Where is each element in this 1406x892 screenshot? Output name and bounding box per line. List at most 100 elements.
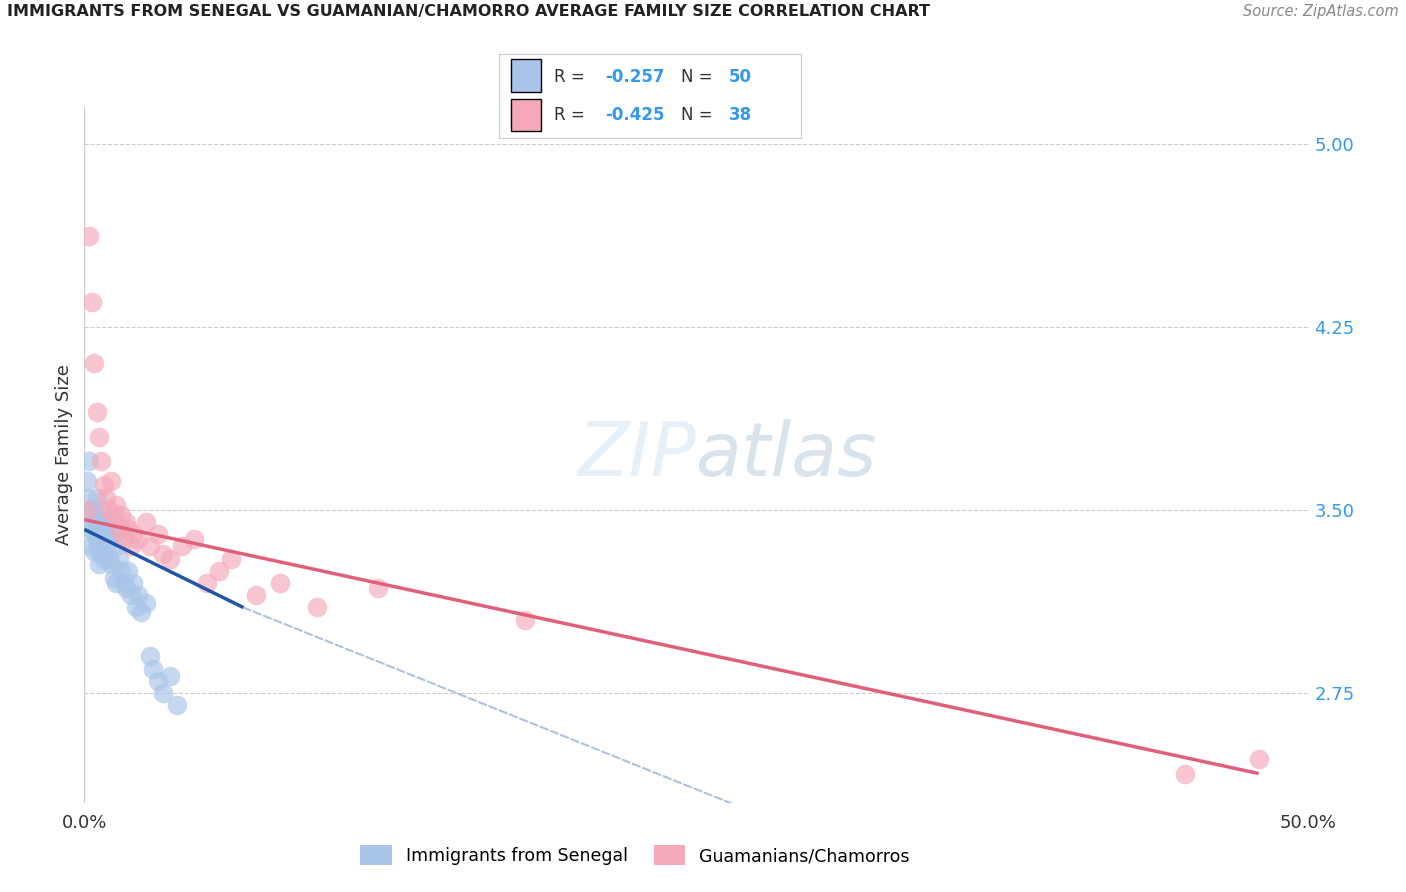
Point: [305, 600, 328, 615]
Point: [112, 576, 135, 591]
Point: [90, 454, 112, 468]
FancyBboxPatch shape: [512, 99, 541, 131]
Point: [245, 588, 267, 602]
Point: [127, 532, 149, 546]
Point: [1174, 766, 1197, 780]
Point: [107, 551, 129, 566]
Point: [76, 503, 98, 517]
Point: [76, 474, 98, 488]
Point: [122, 527, 145, 541]
FancyBboxPatch shape: [512, 60, 541, 92]
Point: [135, 596, 157, 610]
Text: Source: ZipAtlas.com: Source: ZipAtlas.com: [1243, 4, 1399, 20]
Point: [103, 527, 125, 541]
Point: [87, 522, 110, 536]
Point: [83, 527, 105, 541]
Point: [159, 551, 181, 566]
Point: [83, 508, 105, 522]
Point: [77, 515, 100, 529]
Point: [513, 613, 536, 627]
Point: [110, 564, 132, 578]
Point: [208, 564, 231, 578]
Point: [96, 522, 118, 536]
Point: [80, 503, 103, 517]
Point: [110, 508, 132, 522]
Text: -0.425: -0.425: [605, 106, 665, 124]
Point: [97, 551, 120, 566]
Point: [86, 405, 108, 419]
Point: [105, 498, 128, 512]
Point: [97, 532, 120, 546]
Point: [86, 515, 108, 529]
Point: [83, 356, 105, 370]
Point: [86, 532, 108, 546]
Point: [135, 515, 157, 529]
Point: [90, 503, 112, 517]
Text: -0.257: -0.257: [605, 69, 665, 87]
Point: [1247, 752, 1270, 766]
Point: [115, 515, 138, 529]
Point: [80, 540, 103, 554]
Point: [139, 649, 162, 664]
Point: [110, 522, 132, 536]
Point: [103, 571, 125, 585]
Y-axis label: Average Family Size: Average Family Size: [55, 365, 73, 545]
Point: [127, 588, 149, 602]
Point: [90, 547, 112, 561]
Point: [83, 544, 105, 558]
Point: [117, 522, 139, 536]
Point: [97, 503, 120, 517]
Point: [93, 532, 115, 546]
Point: [87, 429, 110, 443]
Point: [87, 540, 110, 554]
Point: [93, 478, 115, 492]
Point: [87, 557, 110, 571]
Point: [80, 295, 103, 310]
Point: [367, 581, 389, 595]
Text: R =: R =: [554, 69, 585, 87]
Point: [219, 551, 242, 566]
Text: 50: 50: [728, 69, 752, 87]
Point: [152, 547, 174, 561]
Point: [120, 540, 142, 554]
Point: [120, 588, 142, 602]
Point: [96, 540, 118, 554]
Point: [96, 491, 118, 505]
Point: [146, 527, 169, 541]
Point: [115, 581, 138, 595]
Point: [172, 540, 194, 554]
Point: [76, 491, 98, 505]
Point: [125, 600, 148, 615]
Point: [77, 229, 100, 244]
Point: [103, 508, 125, 522]
Point: [269, 576, 291, 591]
Point: [93, 551, 115, 566]
Text: N =: N =: [681, 69, 711, 87]
Point: [129, 606, 152, 620]
Point: [117, 564, 139, 578]
Point: [90, 527, 112, 541]
Point: [77, 454, 100, 468]
Point: [93, 515, 115, 529]
Point: [146, 673, 169, 688]
Point: [100, 474, 122, 488]
Point: [86, 491, 108, 505]
Point: [195, 576, 218, 591]
Text: N =: N =: [681, 106, 711, 124]
Text: ZIP: ZIP: [578, 419, 696, 491]
Point: [112, 532, 135, 546]
Point: [80, 522, 103, 536]
Text: IMMIGRANTS FROM SENEGAL VS GUAMANIAN/CHAMORRO AVERAGE FAMILY SIZE CORRELATION CH: IMMIGRANTS FROM SENEGAL VS GUAMANIAN/CHA…: [7, 4, 929, 20]
Point: [166, 698, 188, 713]
Point: [100, 557, 122, 571]
Point: [152, 686, 174, 700]
Point: [100, 515, 122, 529]
Point: [105, 576, 128, 591]
Point: [105, 540, 128, 554]
Point: [183, 532, 205, 546]
Point: [142, 661, 165, 675]
Point: [159, 669, 181, 683]
Point: [122, 576, 145, 591]
Point: [107, 522, 129, 536]
Text: 38: 38: [728, 106, 752, 124]
